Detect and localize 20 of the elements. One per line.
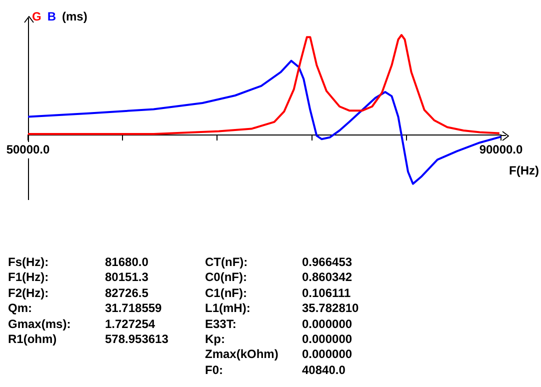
text: Zmax(kOhm) 0.000000 [205, 347, 352, 362]
text: F1(Hz): 80151.3 [8, 270, 148, 284]
y-axis-title: (ms) [62, 9, 88, 24]
text: L1(mH): 35.782810 [205, 301, 359, 316]
text: Kp: 0.000000 [205, 332, 352, 346]
text: Fs(Hz): 81680.0 [8, 255, 148, 269]
text: F0: 40840.0 [205, 362, 346, 377]
text: Gmax(ms): 1.727254 [8, 316, 156, 331]
text: G [32, 9, 42, 24]
x-axis-title: F(Hz) [509, 163, 539, 178]
text: C1(nF): 0.106111 [205, 286, 351, 300]
text: C0(nF): 0.860342 [205, 270, 352, 284]
text: F2(Hz): 82726.5 [8, 286, 148, 300]
text: E33T: 0.000000 [205, 316, 352, 331]
x-tick-label: 50000.0 [6, 142, 50, 157]
text: R1(ohm) 578.953613 [8, 332, 168, 346]
x-tick-label: 90000.0 [479, 142, 524, 157]
text: B [47, 9, 56, 24]
text: CT(nF): 0.966453 [205, 255, 352, 269]
text: Qm: 31.718559 [8, 301, 162, 316]
